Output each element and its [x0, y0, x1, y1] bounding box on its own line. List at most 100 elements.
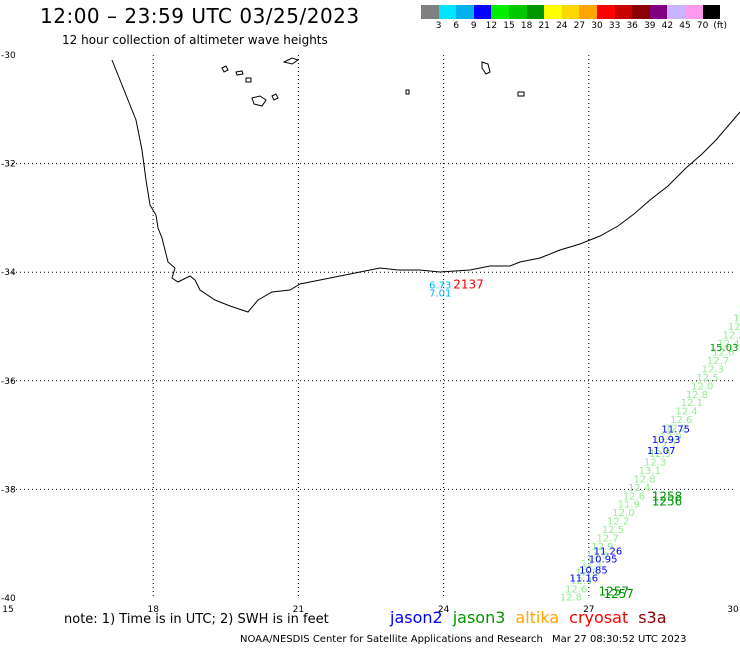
legend-label: 18: [520, 21, 533, 31]
satellite-key: jason2 jason3 altika cryosat s3a: [390, 608, 677, 627]
legend-swatch: [438, 5, 457, 19]
islands: [221, 57, 525, 107]
latitude-label: -36: [1, 377, 16, 387]
legend-swatch: [702, 5, 721, 19]
satellite-cryosat: cryosat: [569, 608, 629, 627]
color-legend: 3 6 9 12 15 18 21 24 27 30 33 36 39 42 45 70 (ft): [421, 5, 727, 33]
credit-text: NOAA/NESDIS Center for Satellite Applica…: [240, 634, 543, 645]
latitude-label: -40: [1, 594, 16, 604]
latitude-label: -38: [1, 485, 16, 495]
wave-height-observation: 1257: [598, 584, 629, 598]
island: [271, 93, 279, 101]
legend-swatch: [561, 5, 580, 19]
track-wave-height-label: 12.2: [607, 517, 629, 528]
track-wave-height-label: 12.3: [576, 567, 598, 578]
legend-swatch: [596, 5, 615, 19]
longitude-label: 30: [727, 605, 739, 615]
legend-swatch: [473, 5, 492, 19]
track-wave-height-label: 12.4: [570, 576, 592, 587]
island: [235, 70, 244, 76]
track-wave-height-label: 12.8: [633, 474, 655, 485]
satellite-jason3: jason3: [452, 608, 506, 627]
track-wave-height-label: 12.1: [581, 559, 603, 570]
track-wave-height-label: 12.8: [686, 390, 708, 401]
south-africa-coastline: [111, 59, 740, 313]
legend-label: 15: [503, 21, 515, 31]
track-wave-height-label: 12.6: [623, 491, 645, 502]
legend-swatch: [491, 5, 509, 19]
legend-label: 6: [453, 21, 460, 31]
altimeter-track: 12.812.612.412.312.113.012.912.712.512.2…: [560, 305, 740, 604]
wave-height-observation: 10.95: [589, 555, 618, 566]
longitude-label: 15: [2, 605, 13, 615]
map-title: 12:00 – 23:59 UTC 03/25/2023: [40, 4, 360, 28]
wave-height-observation: 11.75: [661, 424, 690, 435]
legend-label: 36: [626, 21, 638, 31]
wave-height-observation: 6.73: [429, 280, 451, 291]
wave-height-observation: 11.07: [647, 446, 676, 457]
island: [282, 57, 300, 65]
track-wave-height-label: 12.3: [644, 457, 666, 468]
track-wave-height-label: 12.5: [738, 305, 740, 316]
wave-height-observation: 11.16: [569, 574, 598, 585]
legend-color-bar: [421, 5, 721, 19]
legend-label: 3: [435, 21, 442, 31]
track-wave-height-label: 12.0: [612, 508, 634, 519]
legend-swatch: [684, 5, 703, 19]
track-wave-height-label: 13.1: [639, 466, 661, 477]
satellite-jason2: jason2: [390, 608, 443, 627]
track-wave-height-label: 12.8: [560, 593, 582, 604]
latitude-label: -32: [1, 160, 16, 170]
legend-swatch: [421, 5, 439, 19]
legend-label: 70: [696, 21, 709, 31]
island: [221, 65, 229, 73]
track-wave-height-label: 12.6: [712, 348, 734, 359]
track-wave-height-label: 12.0: [691, 381, 713, 392]
legend-swatch: [667, 5, 685, 19]
legend-label: 45: [679, 21, 691, 31]
legend-swatch: [632, 5, 650, 19]
longitude-label: 24: [438, 605, 450, 615]
legend-swatch: [649, 5, 668, 19]
legend-unit: (ft): [713, 21, 727, 31]
longitude-label: 27: [583, 605, 594, 615]
track-wave-height-label: 12.5: [602, 525, 624, 536]
legend-label: 30: [591, 21, 603, 31]
track-wave-height-label: 12.9: [660, 432, 682, 443]
track-wave-height-label: 12.9: [728, 322, 740, 333]
legend-label: 24: [556, 21, 568, 31]
track-wave-height-label: 12.7: [707, 356, 729, 367]
island: [405, 89, 410, 95]
wave-height-observation: 1257: [603, 587, 634, 601]
wave-height-observation: 11.26: [594, 547, 623, 558]
track-wave-height-label: 12.2: [665, 424, 687, 435]
footer-note: note: 1) Time is in UTC; 2) SWH is in fe…: [64, 612, 329, 627]
track-wave-height-label: 12.9: [591, 542, 613, 553]
legend-labels: 3 6 9 12 15 18 21 24 27 30 33 36 39 42 45 70 (ft): [421, 19, 727, 33]
track-wave-height-label: 12.7: [597, 534, 619, 545]
legend-swatch: [544, 5, 562, 19]
island: [517, 91, 525, 97]
legend-swatch: [614, 5, 633, 19]
island: [245, 77, 252, 83]
track-wave-height-label: 12.6: [565, 584, 587, 595]
wave-height-observation: 10.93: [652, 435, 681, 446]
wave-height-observation: 1256: [652, 495, 683, 509]
track-wave-height-label: 12.3: [702, 364, 724, 375]
track-wave-height-label: 12.5: [696, 373, 718, 384]
track-wave-height-label: 12.1: [733, 314, 740, 325]
legend-swatch: [508, 5, 527, 19]
satellite-altika: altika: [515, 608, 560, 627]
latitude-label: -30: [1, 51, 16, 61]
track-wave-height-label: 12.7: [654, 441, 676, 452]
satellite-s3a: s3a: [638, 608, 667, 627]
legend-label: 9: [470, 21, 477, 31]
track-wave-height-label: 12.2: [723, 331, 740, 342]
longitude-label: 21: [293, 605, 304, 615]
track-wave-height-label: 12.1: [681, 398, 703, 409]
wave-height-observation: 10.85: [579, 566, 608, 577]
wave-height-observation: 2137: [453, 277, 484, 291]
legend-swatch: [579, 5, 597, 19]
